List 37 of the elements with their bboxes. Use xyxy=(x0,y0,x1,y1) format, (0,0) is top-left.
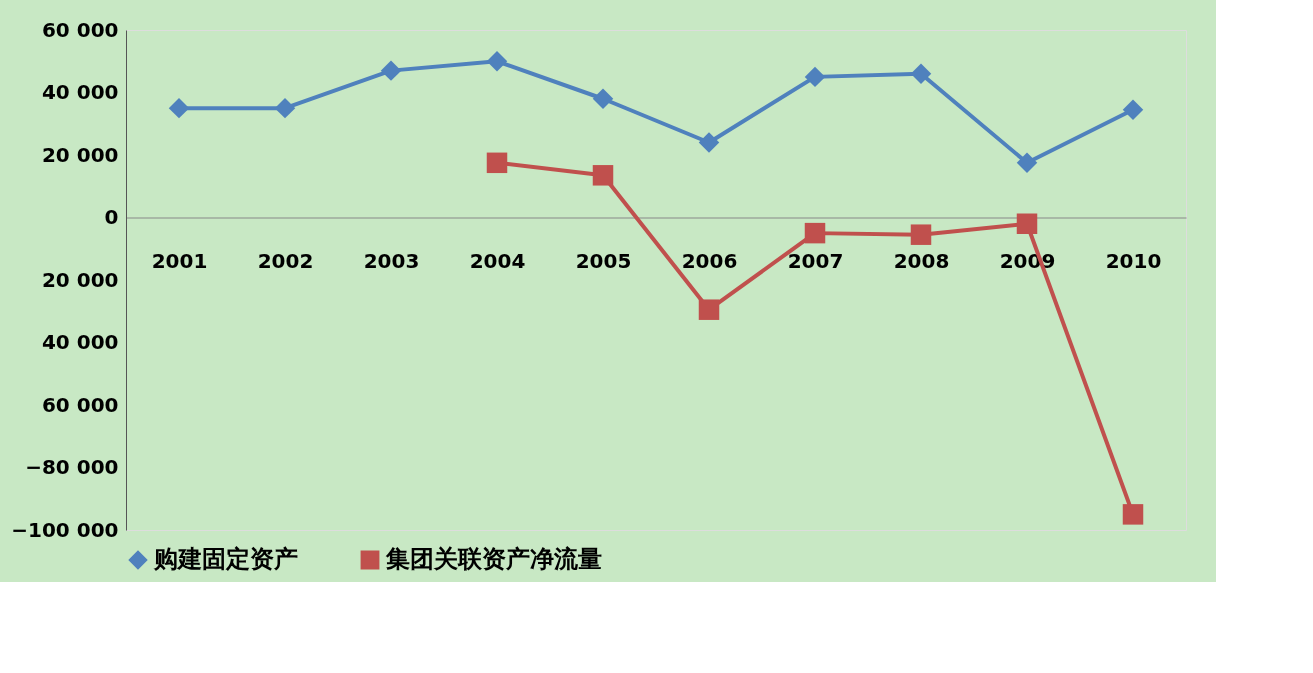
x-tick-label: 2001 xyxy=(151,249,208,273)
y-tick-label: 40 000 xyxy=(41,330,119,354)
point xyxy=(1016,213,1038,234)
y-tick-label: 0 xyxy=(104,205,119,229)
x-tick-label: 2008 xyxy=(893,249,950,273)
point xyxy=(380,60,402,81)
x-tick-label: 2002 xyxy=(257,249,314,273)
y-tick-label: 20 000 xyxy=(41,267,119,292)
x-tick-label: 2010 xyxy=(1105,249,1162,273)
x-tick-label: 2006 xyxy=(681,249,738,273)
point xyxy=(486,51,508,72)
point xyxy=(1122,504,1144,525)
y-tick-label: 40 000 xyxy=(41,80,119,104)
x-tick-label: 2005 xyxy=(575,249,632,273)
x-tick-label: 2004 xyxy=(469,249,526,273)
point xyxy=(274,97,296,119)
point xyxy=(486,152,508,174)
point xyxy=(698,299,720,320)
x-tick-label: 2003 xyxy=(363,249,420,273)
y-tick-label: −100 000 xyxy=(11,517,119,542)
point xyxy=(698,132,720,153)
point xyxy=(1016,152,1038,174)
point xyxy=(592,88,614,109)
point xyxy=(910,224,932,245)
y-tick-label: 60 000 xyxy=(41,17,119,42)
point xyxy=(910,63,932,84)
y-tick-label: 60 000 xyxy=(41,392,119,417)
y-tick-label: 20 000 xyxy=(41,142,119,167)
y-tick-label: −80 000 xyxy=(25,455,119,479)
point xyxy=(168,97,190,119)
legend-label: 购建固定资产 xyxy=(153,545,298,573)
x-tick-label: 2007 xyxy=(787,249,844,273)
point xyxy=(1122,99,1144,120)
point xyxy=(804,66,826,88)
point xyxy=(592,165,614,186)
point xyxy=(804,222,826,244)
legend-label: 集团关联资产净流量 xyxy=(385,545,602,573)
